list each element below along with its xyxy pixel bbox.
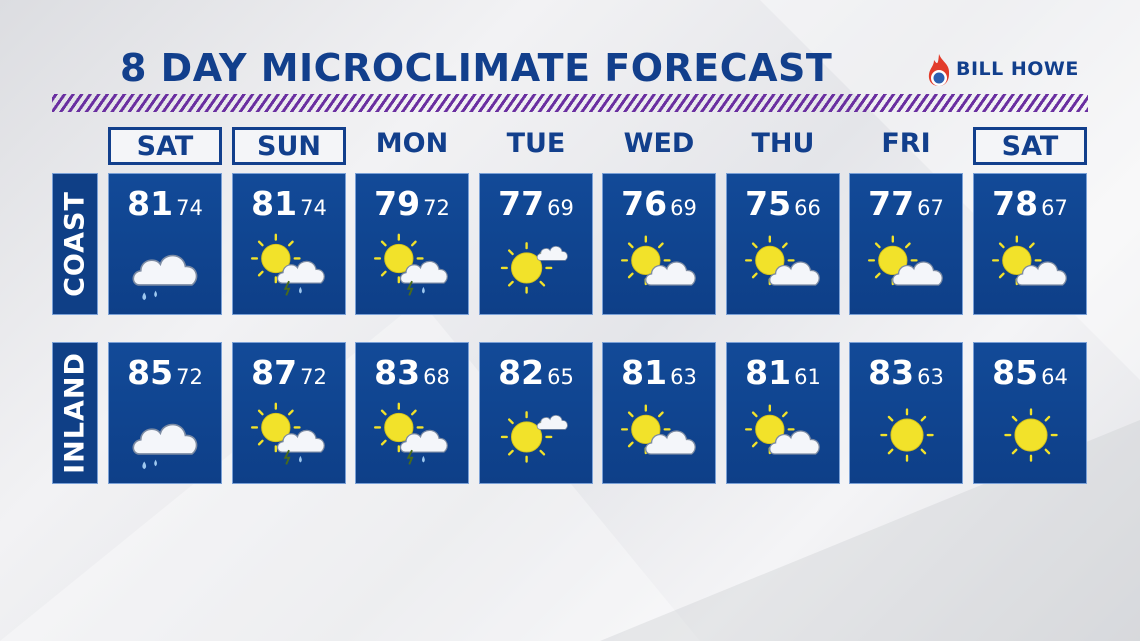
low-temp: 67 — [1041, 196, 1068, 220]
row-label-text: COAST — [59, 191, 91, 297]
sun-small-cloud-icon — [500, 242, 568, 294]
low-temp: 67 — [917, 196, 944, 220]
temperature-pair: 81 74 — [233, 184, 345, 223]
high-temp: 81 — [251, 184, 298, 223]
day-label: TUE — [506, 128, 566, 159]
rain-cloud-icon — [132, 423, 198, 470]
forecast-cell: 79 72 — [355, 173, 469, 315]
low-temp: 65 — [547, 365, 574, 389]
high-temp: 79 — [374, 184, 421, 223]
forecast-cell: 81 74 — [108, 173, 222, 315]
temperature-pair: 83 63 — [850, 353, 962, 392]
low-temp: 63 — [670, 365, 697, 389]
forecast-cell: 82 65 — [479, 342, 593, 484]
temperature-pair: 83 68 — [356, 353, 468, 392]
row-label-text: INLAND — [59, 352, 91, 474]
sun-small-cloud-icon — [500, 411, 568, 463]
forecast-cell: 77 69 — [479, 173, 593, 315]
temperature-pair: 77 67 — [850, 184, 962, 223]
high-temp: 83 — [868, 353, 915, 392]
temperature-pair: 75 66 — [727, 184, 839, 223]
sun-thunderstorm-icon — [250, 402, 325, 465]
high-temp: 81 — [745, 353, 792, 392]
day-label: SUN — [232, 127, 346, 165]
high-temp: 75 — [745, 184, 792, 223]
day-label: SAT — [973, 127, 1087, 165]
temperature-pair: 85 64 — [974, 353, 1086, 392]
forecast-cell: 85 72 — [108, 342, 222, 484]
forecast-cell: 85 64 — [973, 342, 1087, 484]
low-temp: 68 — [423, 365, 450, 389]
high-temp: 82 — [498, 353, 545, 392]
page-title: 8 DAY MICROCLIMATE FORECAST — [120, 46, 833, 90]
low-temp: 72 — [423, 196, 450, 220]
flame-icon — [928, 54, 950, 86]
partly-cloudy-icon — [991, 235, 1067, 286]
forecast-cell: 77 67 — [849, 173, 963, 315]
temperature-pair: 81 74 — [109, 184, 221, 223]
sponsor-logo: BILL HOWE — [922, 52, 1082, 92]
high-temp: 83 — [374, 353, 421, 392]
forecast-cell: 81 74 — [232, 173, 346, 315]
temperature-pair: 78 67 — [974, 184, 1086, 223]
partly-cloudy-icon — [744, 235, 820, 286]
day-label: FRI — [881, 128, 931, 159]
low-temp: 69 — [547, 196, 574, 220]
day-label: THU — [751, 128, 815, 159]
low-temp: 74 — [176, 196, 203, 220]
forecast-cell: 81 63 — [602, 342, 716, 484]
row-label-coast: COAST — [52, 173, 98, 315]
low-temp: 61 — [794, 365, 821, 389]
temperature-pair: 85 72 — [109, 353, 221, 392]
low-temp: 66 — [794, 196, 821, 220]
high-temp: 81 — [127, 184, 174, 223]
partly-cloudy-icon — [744, 404, 820, 455]
row-label-inland: INLAND — [52, 342, 98, 484]
temperature-pair: 87 72 — [233, 353, 345, 392]
decorative-stripe — [52, 94, 1088, 112]
forecast-cell: 81 61 — [726, 342, 840, 484]
partly-cloudy-icon — [867, 235, 943, 286]
sunny-icon — [880, 408, 934, 462]
day-label: WED — [623, 128, 695, 159]
high-temp: 77 — [868, 184, 915, 223]
forecast-cell: 75 66 — [726, 173, 840, 315]
high-temp: 76 — [621, 184, 668, 223]
high-temp: 81 — [621, 353, 668, 392]
rain-cloud-icon — [132, 254, 198, 301]
low-temp: 64 — [1041, 365, 1068, 389]
forecast-cell: 83 63 — [849, 342, 963, 484]
temperature-pair: 79 72 — [356, 184, 468, 223]
low-temp: 72 — [176, 365, 203, 389]
forecast-cell: 78 67 — [973, 173, 1087, 315]
day-label: SAT — [108, 127, 222, 165]
temperature-pair: 77 69 — [480, 184, 592, 223]
temperature-pair: 81 61 — [727, 353, 839, 392]
temperature-pair: 76 69 — [603, 184, 715, 223]
day-label: MON — [375, 128, 449, 159]
sun-thunderstorm-icon — [373, 233, 448, 296]
high-temp: 78 — [992, 184, 1039, 223]
forecast-cell: 87 72 — [232, 342, 346, 484]
low-temp: 69 — [670, 196, 697, 220]
forecast-cell: 83 68 — [355, 342, 469, 484]
sun-thunderstorm-icon — [250, 233, 325, 296]
temperature-pair: 82 65 — [480, 353, 592, 392]
temperature-pair: 81 63 — [603, 353, 715, 392]
low-temp: 72 — [300, 365, 327, 389]
partly-cloudy-icon — [620, 404, 696, 455]
low-temp: 63 — [917, 365, 944, 389]
partly-cloudy-icon — [620, 235, 696, 286]
high-temp: 77 — [498, 184, 545, 223]
low-temp: 74 — [300, 196, 327, 220]
sponsor-name: BILL HOWE — [956, 58, 1079, 80]
high-temp: 85 — [127, 353, 174, 392]
forecast-cell: 76 69 — [602, 173, 716, 315]
high-temp: 87 — [251, 353, 298, 392]
high-temp: 85 — [992, 353, 1039, 392]
sun-thunderstorm-icon — [373, 402, 448, 465]
sunny-icon — [1004, 408, 1058, 462]
